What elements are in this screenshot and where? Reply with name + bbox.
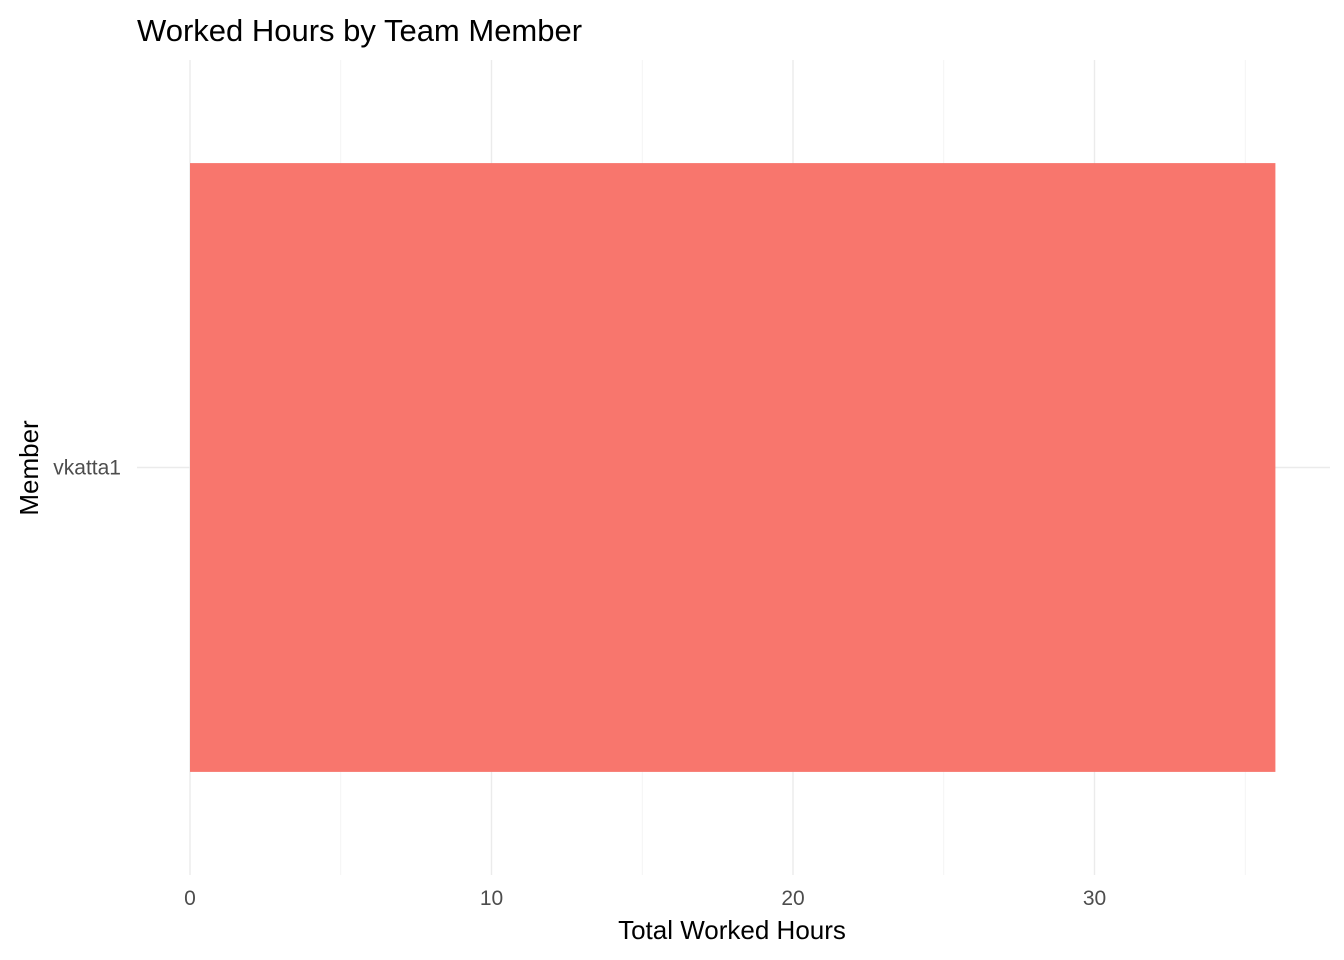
y-tick-label: vkatta1 [53, 457, 121, 480]
x-tick-label: 30 [1083, 887, 1106, 910]
x-tick-label: 0 [184, 887, 196, 910]
x-tick-label: 20 [781, 887, 804, 910]
chart-title: Worked Hours by Team Member [137, 13, 582, 48]
x-axis-title: Total Worked Hours [618, 915, 846, 945]
y-axis-title: Member [14, 420, 44, 516]
x-axis-tick-labels: 0 10 20 30 [184, 887, 1106, 910]
bars [190, 163, 1276, 772]
y-axis-tick-labels: vkatta1 [53, 457, 121, 480]
x-tick-label: 10 [480, 887, 503, 910]
bar-vkatta1 [190, 163, 1276, 772]
